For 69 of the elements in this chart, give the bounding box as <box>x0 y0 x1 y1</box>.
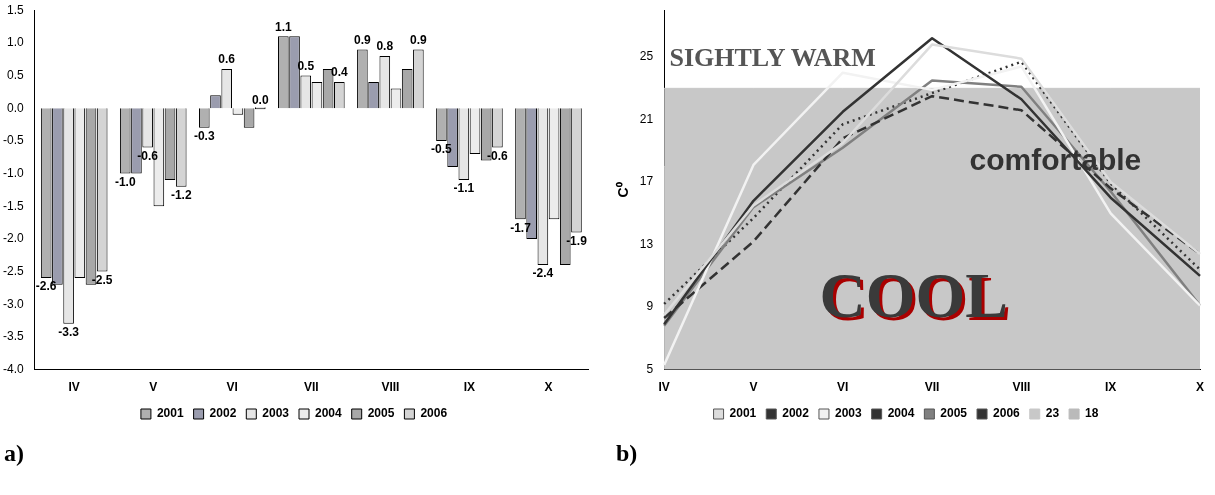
y-tick-label: 25 <box>639 49 654 64</box>
data-label: -0.3 <box>193 129 215 144</box>
y-tick-label: 5 <box>646 361 654 376</box>
data-label: -1.2 <box>170 187 192 202</box>
legend-label: 2002 <box>782 406 810 421</box>
legend-label: 2005 <box>367 406 395 421</box>
y-tick-label: -4.0 <box>2 361 24 376</box>
data-label: -2.6 <box>35 279 57 294</box>
legend-label: 18 <box>1085 406 1099 421</box>
y-tick-label: 0.0 <box>6 100 24 115</box>
data-label: 0.9 <box>410 32 428 47</box>
legend-label: 2006 <box>993 406 1021 421</box>
x-tick-label: IX <box>1105 380 1117 395</box>
legend-label: 2003 <box>834 406 862 421</box>
y-tick-label: -2.5 <box>2 263 24 278</box>
data-label: 0.4 <box>330 65 348 80</box>
x-tick-label: X <box>1195 380 1205 395</box>
y-tick-label: -1.5 <box>2 198 24 213</box>
y-tick-label: 13 <box>639 236 654 251</box>
x-tick-label: V <box>749 380 758 395</box>
y-tick-label: -3.5 <box>2 329 24 344</box>
legend-label: 2006 <box>420 406 448 421</box>
data-label: 0.8 <box>376 39 394 54</box>
x-tick-label: IV <box>68 380 80 395</box>
x-tick-label: VI <box>837 380 849 395</box>
y-tick-label: -0.5 <box>2 133 24 148</box>
legend-label: 23 <box>1045 406 1060 421</box>
data-label: -1.0 <box>114 174 136 189</box>
text: a) <box>4 440 24 467</box>
legend-label: 2001 <box>729 406 757 421</box>
data-label: -1.7 <box>510 220 532 235</box>
legend-label: 2003 <box>262 406 290 421</box>
data-label: -0.5 <box>431 142 453 157</box>
data-label: 1.1 <box>275 19 293 34</box>
x-tick-label: IX <box>463 380 476 395</box>
y-tick-label: 9 <box>646 299 654 314</box>
y-tick-label: -1.0 <box>2 165 24 180</box>
data-label: -2.4 <box>532 266 554 281</box>
annotation: COOL <box>822 263 1012 335</box>
x-tick-label: VIII <box>381 380 400 395</box>
y-tick-label: -3.0 <box>2 296 24 311</box>
annotation: SIGHTLY WARM <box>669 42 876 72</box>
x-tick-label: VII <box>304 380 319 395</box>
x-tick-label: X <box>544 380 553 395</box>
legend-label: 2001 <box>156 406 184 421</box>
y-tick-label: 0.5 <box>6 67 24 82</box>
y-tick-label: -2.0 <box>2 231 24 246</box>
y-tick-label: 1.5 <box>6 2 24 17</box>
legend-label: 2002 <box>209 406 237 421</box>
text: b) <box>616 440 638 467</box>
legend-label: 2004 <box>887 406 915 421</box>
y-tick-label: 1.0 <box>6 35 24 50</box>
x-tick-label: IV <box>658 380 670 395</box>
data-label: 0.9 <box>354 32 372 47</box>
data-label: 0.0 <box>251 92 269 107</box>
legend-label: 2004 <box>315 406 343 421</box>
x-tick-label: V <box>149 380 158 395</box>
y-tick-label: 17 <box>639 174 654 189</box>
y-tick-label: 21 <box>639 111 654 126</box>
data-label: -0.6 <box>487 148 509 163</box>
data-label: -1.9 <box>566 233 588 248</box>
x-tick-label: VI <box>226 380 238 395</box>
x-tick-label: VIII <box>1012 380 1031 395</box>
data-label: -1.1 <box>453 181 475 196</box>
legend-label: 2005 <box>940 406 968 421</box>
data-label: -3.3 <box>58 325 80 340</box>
y-axis-title: C⁰ <box>615 182 632 198</box>
x-tick-label: VII <box>924 380 940 395</box>
data-label: 0.6 <box>218 52 236 67</box>
